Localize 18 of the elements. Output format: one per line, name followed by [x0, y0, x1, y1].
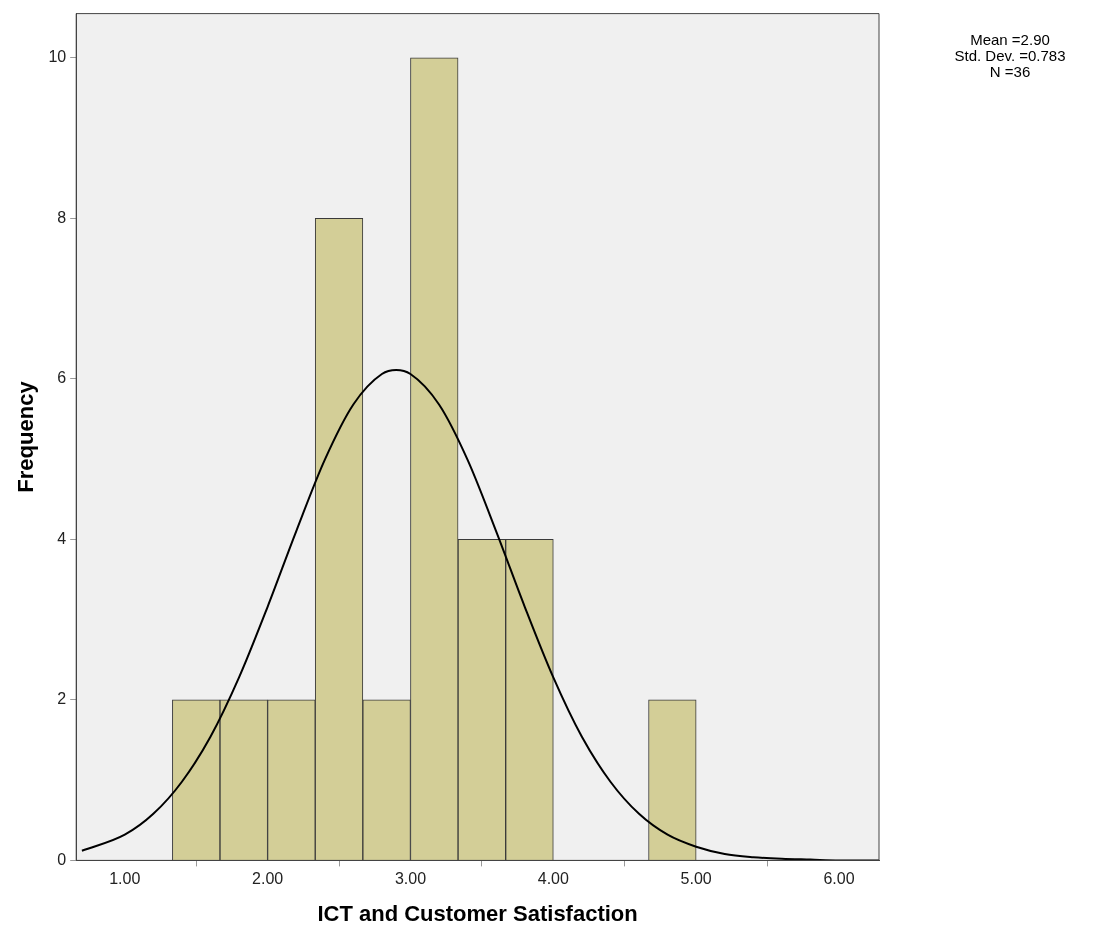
- y-axis-title: Frequency: [13, 380, 39, 493]
- y-tick-label: 6: [57, 369, 67, 387]
- y-tick-label: 10: [48, 48, 67, 66]
- y-tick-label: 2: [57, 690, 67, 708]
- x-tick-label: 2.00: [252, 870, 284, 888]
- x-tick-label: 6.00: [823, 870, 855, 888]
- y-tick-label: 4: [57, 529, 67, 547]
- x-tick-label: 1.00: [109, 870, 141, 888]
- x-axis-title: ICT and Customer Satisfaction: [317, 900, 638, 926]
- x-tick-label: 4.00: [537, 870, 569, 888]
- text: Std. Dev. =0.783: [954, 47, 1066, 65]
- text: Mean =2.90: [970, 31, 1050, 49]
- x-tick-label: 3.00: [394, 870, 427, 888]
- line-series: [80, 368, 879, 861]
- text: N =36: [989, 63, 1031, 81]
- y-tick-label: 0: [57, 850, 67, 868]
- x-tick-label: 5.00: [680, 870, 712, 888]
- y-tick-label: 8: [57, 208, 67, 226]
